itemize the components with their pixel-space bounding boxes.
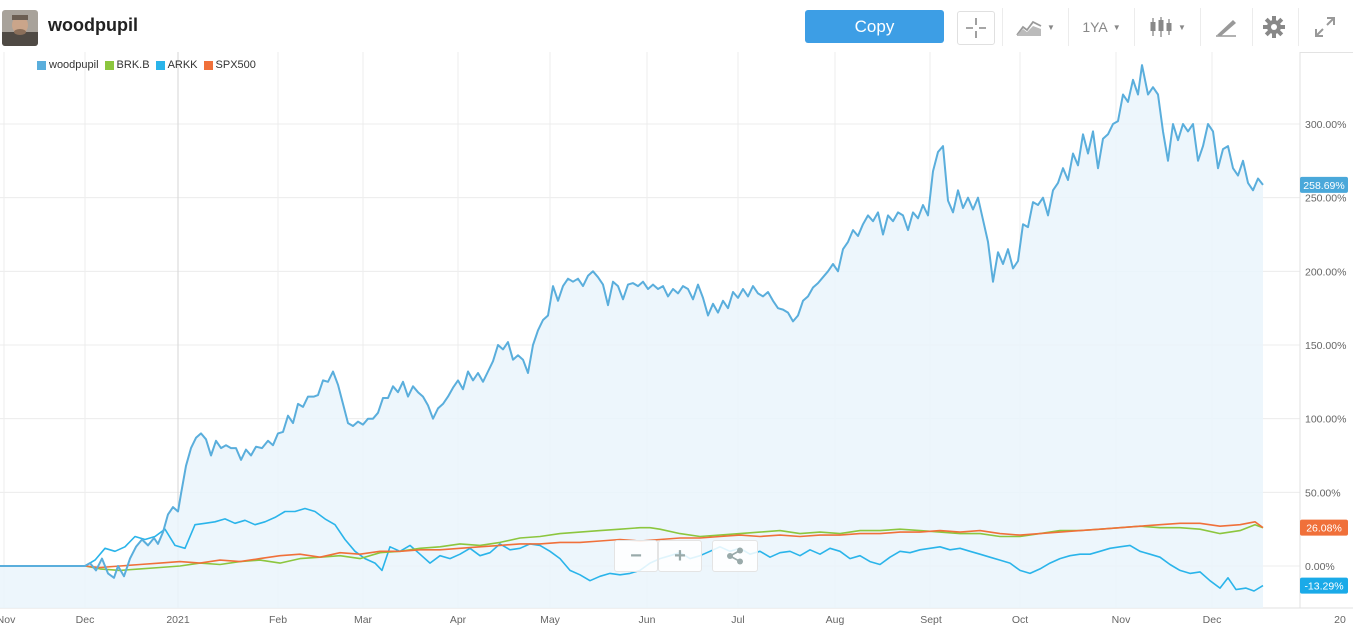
y-tick-label: 0.00% [1305,561,1335,573]
copy-button[interactable]: Copy [805,10,944,43]
x-tick-label: Apr [450,614,467,626]
toolbar-separator [1002,8,1003,46]
chart-legend: woodpupil BRK.B ARKK SPX500 [37,59,260,71]
x-tick-label: 2021 [166,614,190,626]
share-icon [727,547,743,565]
y-tick-label: 250.00% [1305,193,1346,205]
toolbar-separator [1298,8,1299,46]
indicators-button[interactable]: ▼ [1140,8,1195,46]
svg-text:258.69%: 258.69% [1303,180,1344,192]
zoom-out-button[interactable]: − [614,540,658,572]
y-tick-label: 150.00% [1305,340,1346,352]
toolbar-separator [1200,8,1201,46]
draw-icon [1216,20,1236,37]
x-tick-label: Nov [1112,614,1131,626]
chevron-down-icon: ▼ [1047,22,1055,32]
settings-button[interactable] [1256,8,1292,46]
minus-icon: − [630,544,642,567]
end-label-spx500: 26.08% [1300,519,1348,536]
username[interactable]: woodpupil [48,15,138,35]
legend-swatch [37,60,46,70]
svg-text:-13.29%: -13.29% [1304,581,1343,593]
expand-icon [1315,17,1335,37]
chevron-down-icon: ▼ [1112,22,1121,32]
zoom-in-button[interactable]: + [658,540,702,572]
x-tick-label: Jun [639,614,656,626]
share-button[interactable] [712,540,758,572]
performance-chart[interactable]: 0.00% 50.00% 100.00% 150.00% 200.00% 250.00% 3… [0,52,1353,641]
end-label-arkk: -13.29% [1300,577,1348,594]
x-tick-label: Nov [0,614,16,626]
x-tick-label: Jul [731,614,744,626]
legend-label: BRK.B [116,59,150,71]
avatar[interactable] [2,10,38,46]
y-tick-label: 50.00% [1305,487,1341,499]
x-tick-label: Sept [920,614,942,626]
x-tick-label: Feb [269,614,287,626]
end-label-woodpupil: 258.69% [1300,176,1348,193]
toolbar-separator [1134,8,1135,46]
crosshair-tool-button[interactable] [957,11,995,45]
draw-tool-button[interactable] [1206,8,1246,46]
top-bar: woodpupil Copy ▼ 1YA ▼ ▼ [0,0,1353,53]
x-tick-label: Mar [354,614,373,626]
x-tick-label: Oct [1012,614,1028,626]
legend-label: SPX500 [215,59,256,71]
y-tick-label: 100.00% [1305,414,1346,426]
legend-item-arkk[interactable]: ARKK [155,59,198,71]
x-tick-label: 20 [1334,614,1346,626]
fullscreen-button[interactable] [1306,8,1344,46]
period-selector[interactable]: 1YA ▼ [1074,8,1129,46]
svg-text:26.08%: 26.08% [1306,523,1342,535]
y-tick-label: 200.00% [1305,266,1346,278]
legend-swatch [203,60,213,70]
legend-label: ARKK [167,59,198,71]
legend-item-spx500[interactable]: SPX500 [203,59,256,71]
period-label: 1YA [1082,19,1108,35]
x-tick-label: Dec [1203,614,1222,626]
plus-icon: + [674,544,686,567]
y-tick-label: 300.00% [1305,119,1346,131]
legend-label: woodpupil [49,59,99,71]
toolbar-separator [1068,8,1069,46]
line-chart-icon [1016,20,1042,36]
gear-icon [1263,16,1285,38]
x-tick-label: May [540,614,561,626]
chevron-down-icon: ▼ [1178,22,1186,32]
toolbar-separator [1252,8,1253,46]
x-tick-label: Aug [826,614,845,626]
series-line-spx500[interactable] [0,521,1264,569]
legend-item-woodpupil[interactable]: woodpupil [37,59,99,71]
series-line-woodpupil[interactable] [0,64,1264,579]
crosshair-icon [966,18,986,38]
legend-item-brk[interactable]: BRK.B [104,59,150,71]
legend-swatch [104,60,114,70]
chart-type-button[interactable]: ▼ [1008,8,1063,46]
legend-swatch [155,60,165,70]
candlestick-icon [1150,17,1172,37]
x-tick-label: Dec [76,614,95,626]
